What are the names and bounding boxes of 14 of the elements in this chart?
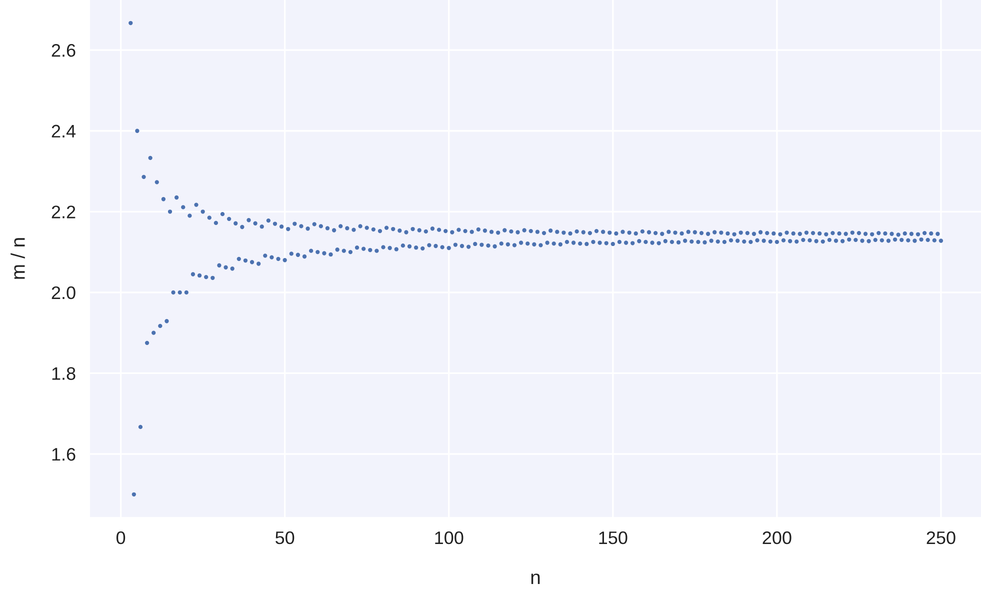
x-axis-title: n (531, 574, 540, 584)
y-tick-label: 2.0 (52, 286, 76, 300)
x-tick-label: 50 (276, 531, 294, 544)
y-tick-label: 2.6 (52, 44, 76, 57)
y-axis-title: m / n (10, 238, 25, 279)
y-tick-label: 1.8 (52, 367, 76, 380)
y-tick-label: 2.4 (52, 124, 76, 138)
x-tick-label: 150 (599, 531, 628, 544)
x-tick-label: 200 (762, 531, 792, 544)
y-tick-label: 2.2 (52, 206, 76, 218)
x-tick-label: 0 (116, 531, 126, 544)
x-tick-label: 100 (435, 531, 464, 544)
x-tick-label: 250 (926, 531, 956, 544)
y-tick-label: 1.6 (52, 448, 76, 461)
